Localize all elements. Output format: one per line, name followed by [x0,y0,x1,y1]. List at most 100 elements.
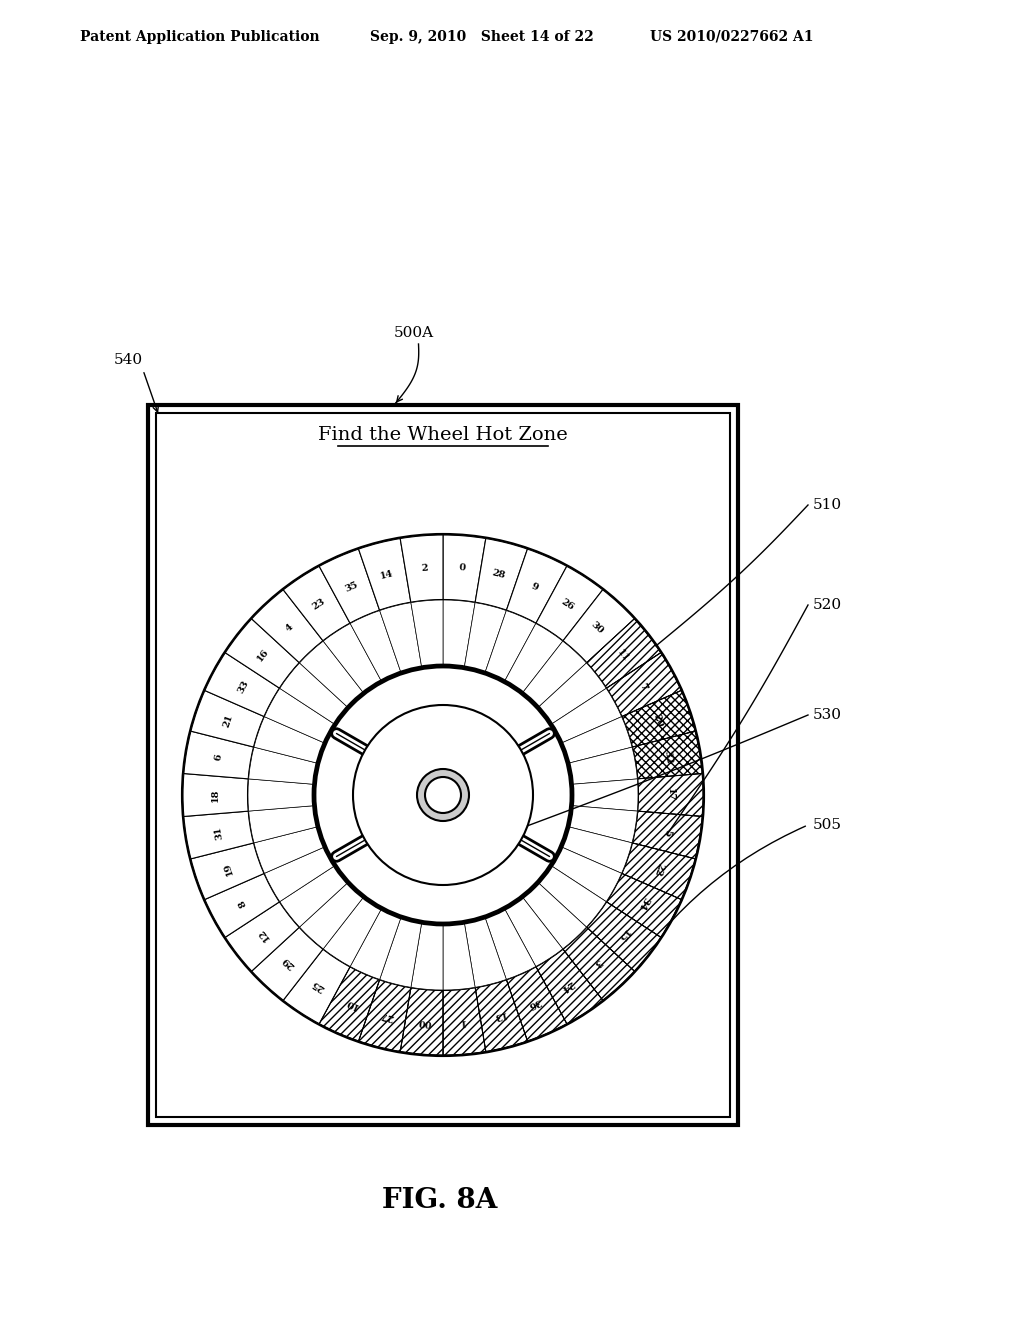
Wedge shape [190,843,264,899]
Wedge shape [465,917,506,987]
Wedge shape [280,866,347,927]
Text: 15: 15 [614,927,630,942]
Wedge shape [411,601,443,667]
Wedge shape [465,603,506,672]
Wedge shape [606,874,681,937]
Circle shape [183,535,703,1055]
Wedge shape [252,590,324,663]
Text: 500A: 500A [393,326,433,341]
Bar [148,405,738,1125]
Wedge shape [358,979,411,1052]
Wedge shape [284,566,350,642]
Text: 36: 36 [526,997,543,1010]
Wedge shape [632,731,702,779]
Wedge shape [183,774,249,817]
Wedge shape [587,619,660,688]
Text: 31: 31 [213,825,224,840]
Wedge shape [443,601,475,667]
Text: 32: 32 [662,750,673,766]
Wedge shape [190,690,264,747]
Text: US 2010/0227662 A1: US 2010/0227662 A1 [650,30,813,44]
Wedge shape [264,847,334,902]
Wedge shape [523,642,587,708]
Text: 17: 17 [666,788,675,801]
Wedge shape [443,535,485,603]
Wedge shape [380,603,422,672]
Wedge shape [284,949,350,1024]
Wedge shape [569,747,637,784]
Circle shape [315,667,571,923]
Wedge shape [505,623,563,693]
Text: 24: 24 [559,978,575,993]
Wedge shape [632,810,702,859]
Wedge shape [324,898,381,966]
Wedge shape [205,653,280,717]
Text: 12: 12 [256,927,271,942]
Wedge shape [319,966,380,1041]
Circle shape [248,601,638,990]
Wedge shape [350,909,400,979]
Text: Patent Application Publication: Patent Application Publication [80,30,319,44]
Text: 7: 7 [638,681,648,692]
Text: 5: 5 [663,829,673,837]
Wedge shape [300,883,364,949]
Wedge shape [248,779,313,810]
Wedge shape [562,826,632,874]
Wedge shape [443,923,475,990]
Wedge shape [249,805,317,843]
Text: 25: 25 [310,978,327,993]
Circle shape [353,705,534,884]
Wedge shape [300,642,364,708]
Text: 530: 530 [813,708,842,722]
Wedge shape [505,898,563,966]
Text: 1: 1 [458,1016,466,1027]
Wedge shape [225,902,300,972]
Text: 3: 3 [592,957,602,968]
Text: 9: 9 [529,581,540,593]
Wedge shape [264,688,334,743]
Text: 14: 14 [380,569,394,581]
Wedge shape [252,927,324,1001]
Text: 4: 4 [284,622,295,634]
Wedge shape [552,688,622,743]
Wedge shape [380,917,422,987]
Wedge shape [225,619,300,688]
Text: 28: 28 [492,569,507,581]
Wedge shape [572,779,638,810]
Text: 00: 00 [417,1016,431,1027]
Wedge shape [562,717,632,763]
Text: Find the Wheel Hot Zone: Find the Wheel Hot Zone [318,426,568,444]
Text: FIG. 8A: FIG. 8A [382,1187,498,1213]
Wedge shape [254,717,324,763]
Wedge shape [506,966,566,1041]
Text: 0: 0 [458,564,466,573]
Wedge shape [485,611,536,681]
Wedge shape [475,539,527,611]
Text: 505: 505 [813,818,842,832]
Wedge shape [411,923,443,990]
Text: 8: 8 [238,898,249,908]
Wedge shape [539,663,606,723]
Wedge shape [563,927,634,1001]
Wedge shape [350,611,400,681]
Wedge shape [254,826,324,874]
Text: 22: 22 [651,861,665,876]
Text: 520: 520 [813,598,842,612]
Text: 21: 21 [221,713,234,729]
Wedge shape [485,909,536,979]
Wedge shape [475,979,527,1052]
Text: 26: 26 [559,597,575,612]
Text: 29: 29 [281,954,297,970]
Wedge shape [443,987,485,1055]
Text: 13: 13 [492,1010,507,1022]
Wedge shape [606,653,681,717]
Text: 19: 19 [221,861,234,876]
Text: 20: 20 [651,713,665,729]
Wedge shape [184,731,254,779]
Wedge shape [552,847,622,902]
Wedge shape [358,539,411,611]
Wedge shape [637,774,703,817]
Wedge shape [622,843,695,899]
Wedge shape [569,805,637,843]
Text: 23: 23 [310,597,327,612]
